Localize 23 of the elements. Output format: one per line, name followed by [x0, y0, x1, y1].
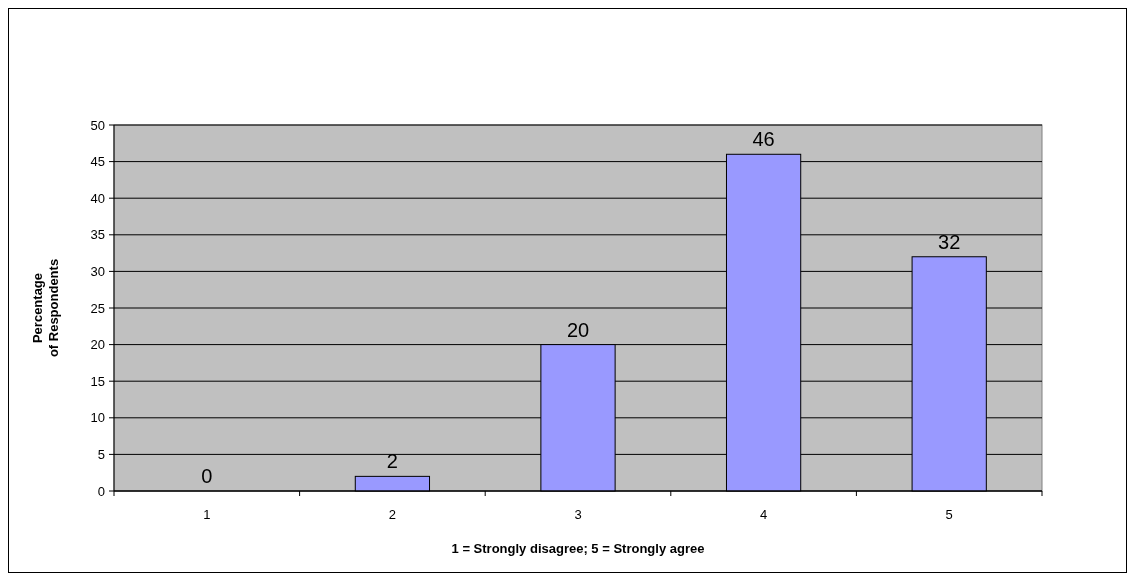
y-tick-label: 25: [90, 300, 105, 316]
y-tick-label: 0: [97, 483, 105, 499]
y-tick-label: 20: [90, 337, 105, 353]
y-tick-label: 50: [90, 117, 105, 133]
y-tick-label: 40: [90, 190, 105, 206]
y-tick-label: 30: [90, 263, 105, 279]
y-tick-label: 45: [90, 154, 105, 170]
x-tick-label: 3: [574, 507, 582, 522]
y-tick-label: 5: [97, 446, 105, 462]
data-label: 46: [752, 128, 775, 151]
x-tick-label: 4: [759, 507, 768, 522]
y-tick-label: 15: [90, 373, 105, 389]
x-tick-label: 2: [388, 507, 397, 522]
y-tick-label: 35: [90, 227, 105, 243]
data-label: 0: [201, 465, 213, 487]
y-tick-label: 10: [90, 410, 105, 426]
x-tick-label: 1: [203, 507, 211, 522]
data-label: 20: [566, 318, 590, 341]
x-tick-label: 5: [945, 507, 953, 522]
y-axis-title: Percentage of Respondents: [30, 258, 61, 358]
x-axis-title: 1 = Strongly disagree; 5 = Strongly agree: [451, 541, 705, 556]
data-label: 2: [386, 450, 398, 473]
data-label: 32: [938, 230, 961, 253]
